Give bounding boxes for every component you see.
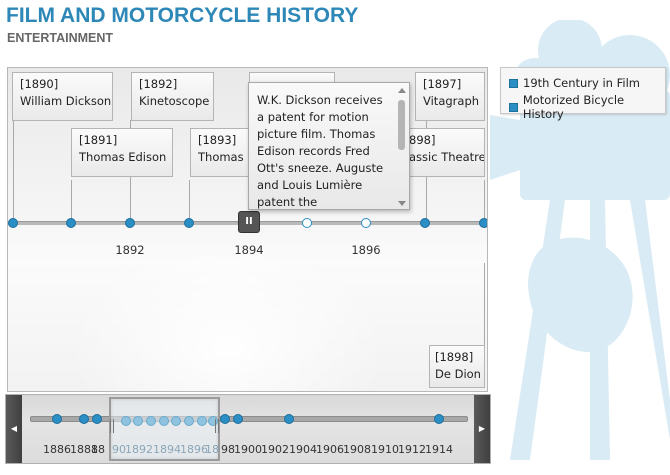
navigator-marker-selected xyxy=(208,416,218,426)
event-stem xyxy=(484,263,485,345)
navigator-marker xyxy=(434,414,444,424)
event-year: [1891] xyxy=(79,133,118,147)
legend-swatch-film xyxy=(509,78,518,88)
event-title: Thomas Edison xyxy=(79,150,167,164)
event-card[interactable]: 898] assic Theatre xyxy=(408,128,485,177)
event-year: [1898] xyxy=(435,350,474,364)
page-subtitle: ENTERTAINMENT xyxy=(7,31,114,45)
axis-tick-label: 1896 xyxy=(351,243,381,257)
navigator-label: 1912 xyxy=(398,443,426,456)
event-year: [1893] xyxy=(198,133,237,147)
navigator-label: 1902 xyxy=(261,443,289,456)
timeline-marker-hollow[interactable] xyxy=(361,218,371,228)
event-year: [1890] xyxy=(20,77,59,91)
navigator-marker xyxy=(79,414,89,424)
event-card[interactable]: [1897] Vitagraph xyxy=(415,72,485,121)
event-stem xyxy=(13,120,14,222)
navigator-marker-selected xyxy=(184,416,194,426)
navigator-label: 1904 xyxy=(289,443,317,456)
navigator-label: 1886 xyxy=(43,443,71,456)
navigator-label: 1892 xyxy=(125,443,153,456)
navigator-marker xyxy=(92,414,102,424)
event-title: Kinetoscope xyxy=(139,94,210,108)
navigator-label: 1908 xyxy=(343,443,371,456)
scroll-thumb[interactable] xyxy=(398,100,405,150)
navigator-marker xyxy=(233,414,243,424)
axis-tick-label: 1892 xyxy=(115,243,145,257)
timeline-marker[interactable] xyxy=(479,218,487,228)
left-resize-handle[interactable] xyxy=(110,419,114,433)
event-stem xyxy=(189,180,190,222)
event-card[interactable]: [1893] Thomas E xyxy=(190,128,256,177)
timeline-marker[interactable] xyxy=(8,218,18,228)
navigator-label: 1896 xyxy=(180,443,208,456)
navigator-marker xyxy=(284,414,294,424)
page-title: FILM AND MOTORCYCLE HISTORY xyxy=(6,4,359,27)
legend-item-motorized-bicycle[interactable]: Motorized Bicycle History xyxy=(509,93,665,121)
event-title: assic Theatre xyxy=(409,150,485,164)
navigator-label: 1900 xyxy=(234,443,262,456)
navigator-marker-selected xyxy=(121,416,131,426)
navigator-label: 98 xyxy=(221,443,235,456)
event-title: William Dickson xyxy=(20,94,112,108)
timeline-marker[interactable] xyxy=(184,218,194,228)
navigator-marker-selected xyxy=(146,416,156,426)
navigator-selection-window[interactable] xyxy=(109,397,220,461)
legend-swatch-motorized-bicycle xyxy=(509,102,518,112)
event-tooltip[interactable]: W.K. Dickson receives a patent for motio… xyxy=(248,82,410,210)
navigator-marker-selected xyxy=(197,416,207,426)
navigator-label: 1914 xyxy=(425,443,453,456)
right-resize-handle[interactable] xyxy=(215,419,219,433)
timeline-navigator[interactable]: ◀ ▶ 1886 1888 18 90 1892 1894 1896 18 98… xyxy=(5,394,491,464)
navigator-marker xyxy=(52,414,62,424)
pause-button[interactable]: II xyxy=(238,211,260,233)
tooltip-text: W.K. Dickson receives a patent for motio… xyxy=(257,93,384,209)
navigator-track[interactable] xyxy=(30,416,468,422)
event-card[interactable]: [1890] William Dickson xyxy=(12,72,113,121)
event-year: [1892] xyxy=(139,77,178,91)
scroll-down-icon[interactable] xyxy=(398,201,406,206)
navigator-marker-selected xyxy=(171,416,181,426)
timeline-marker-hollow[interactable] xyxy=(302,218,312,228)
navigator-marker-selected xyxy=(133,416,143,426)
timeline-marker[interactable] xyxy=(125,218,135,228)
scroll-left-button[interactable]: ◀ xyxy=(6,395,22,463)
legend: 19th Century in Film Motorized Bicycle H… xyxy=(500,67,666,121)
axis-tick-label: 1894 xyxy=(234,243,264,257)
legend-item-film[interactable]: 19th Century in Film xyxy=(509,76,640,90)
event-year: [1897] xyxy=(423,77,462,91)
timeline-marker[interactable] xyxy=(66,218,76,228)
event-title: Thomas E xyxy=(198,150,255,164)
navigator-label: 90 xyxy=(112,443,126,456)
legend-label-film: 19th Century in Film xyxy=(523,76,640,90)
scroll-up-icon[interactable] xyxy=(398,88,406,93)
event-card[interactable]: [1892] Kinetoscope xyxy=(131,72,214,121)
event-title: De Dion xyxy=(435,367,481,381)
event-stem xyxy=(484,180,485,222)
legend-label-motorized-bicycle: Motorized Bicycle History xyxy=(522,93,625,121)
navigator-label: 1910 xyxy=(371,443,399,456)
timeline-plot-area[interactable]: [1890] William Dickson [1891] Thomas Edi… xyxy=(7,67,488,392)
event-title: Vitagraph xyxy=(423,94,480,108)
navigator-marker xyxy=(220,414,230,424)
event-card[interactable]: [1898] De Dion xyxy=(429,345,485,388)
event-year: 898] xyxy=(409,133,436,147)
navigator-label: 18 xyxy=(91,443,105,456)
navigator-label: 1906 xyxy=(316,443,344,456)
navigator-label: 1894 xyxy=(153,443,181,456)
navigator-marker-selected xyxy=(159,416,169,426)
film-camera-background-icon xyxy=(490,20,670,460)
tooltip-scrollbar[interactable] xyxy=(397,88,406,206)
timeline-marker[interactable] xyxy=(420,218,430,228)
navigator-label: 1888 xyxy=(70,443,98,456)
event-card[interactable]: [1891] Thomas Edison xyxy=(71,128,173,177)
scroll-right-button[interactable]: ▶ xyxy=(474,395,490,463)
event-stem xyxy=(71,180,72,222)
plot-glow xyxy=(68,238,388,391)
navigator-label: 18 xyxy=(205,443,219,456)
